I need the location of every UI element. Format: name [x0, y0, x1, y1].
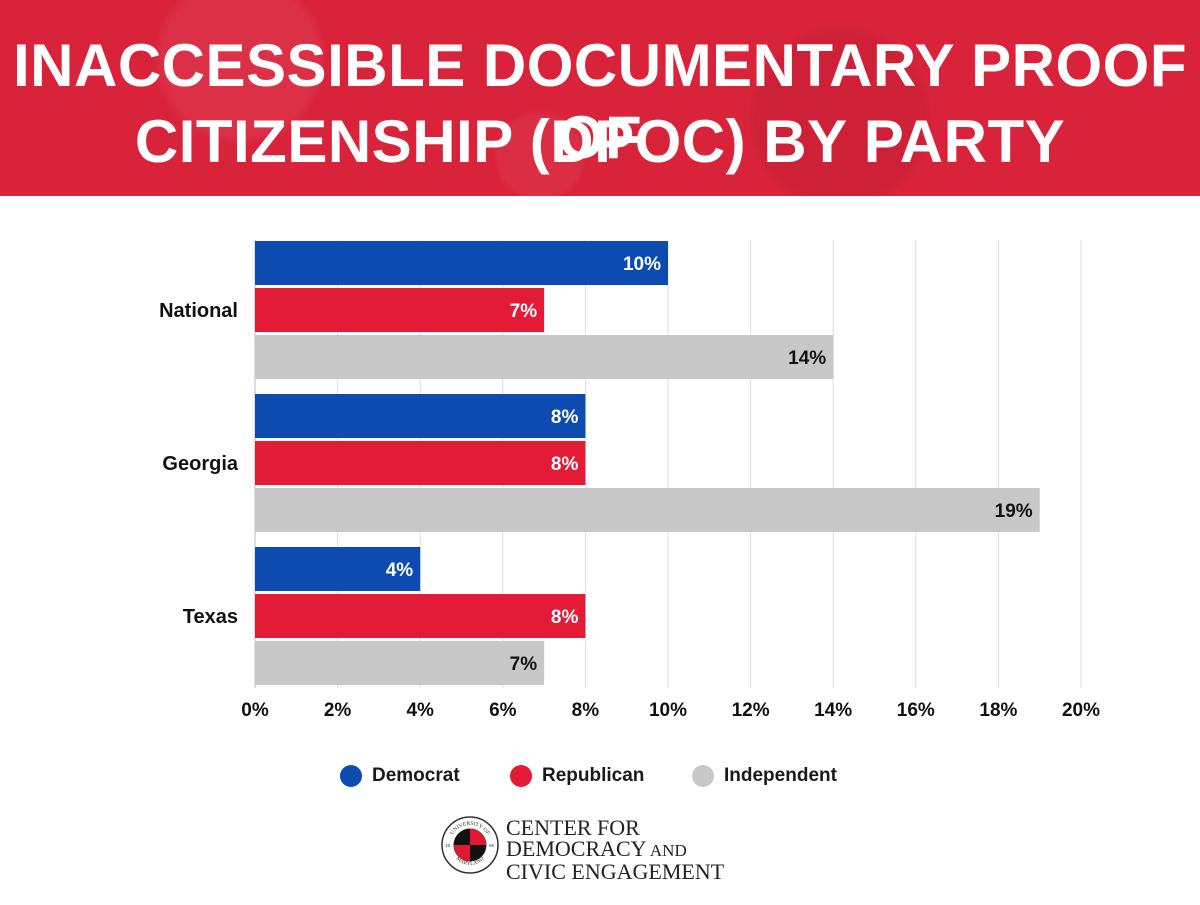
bar-democrat [255, 394, 586, 438]
x-tick-label: 14% [814, 700, 852, 721]
category-label: National [159, 300, 238, 322]
center-logo: UNIVERSITY OF MARYLAND 18 56 CENTER FOR … [440, 815, 770, 884]
data-label: 8% [551, 454, 579, 475]
bar-independent [255, 488, 1040, 532]
bar-independent [255, 335, 834, 379]
org-line-2b: AND [646, 841, 687, 860]
bar-independent [255, 641, 545, 685]
data-label: 7% [510, 301, 538, 322]
bar-chart: 0% 2% 4% 6% 8% 10% 12% 14% 16% 18% 20% 10% 7% 14% Nati… [159, 240, 1100, 721]
chart-title-line-1: INACCESSIBLE DOCUMENTARY PROOF OF [13, 32, 1187, 171]
data-label: 8% [551, 407, 579, 428]
x-tick-label: 0% [241, 700, 269, 721]
x-tick-label: 6% [489, 700, 517, 721]
category-label: Georgia [162, 453, 238, 475]
legend-label-republican: Republican [542, 765, 645, 786]
legend-item-republican: Republican [510, 762, 644, 790]
x-tick-label: 2% [324, 700, 352, 721]
seal-year-right: 56 [489, 843, 495, 848]
x-tick-label: 12% [732, 700, 770, 721]
data-label: 10% [623, 254, 661, 275]
bar-democrat [255, 547, 421, 591]
legend-item-independent: Independent [692, 762, 837, 790]
data-label: 14% [788, 348, 826, 369]
organization-name: CENTER FOR DEMOCRACY AND CIVIC ENGAGEMEN… [506, 815, 725, 884]
x-tick-label: 20% [1062, 700, 1100, 721]
org-line-3: CIVIC ENGAGEMENT [506, 859, 725, 884]
title-banner: INACCESSIBLE DOCUMENTARY PROOF OF CITIZE… [0, 0, 1200, 196]
data-label: 8% [551, 607, 579, 628]
chart-title-line-2: CITIZENSHIP (DPOC) BY PARTY [134, 108, 1066, 175]
data-label: 7% [510, 654, 538, 675]
bar-republican [255, 288, 545, 332]
bar-republican [255, 441, 586, 485]
svg-text:MARYLAND: MARYLAND [455, 856, 486, 867]
legend-label-independent: Independent [724, 765, 837, 786]
legend-swatch-independent [692, 765, 714, 787]
university-seal-icon: UNIVERSITY OF MARYLAND 18 56 [441, 816, 499, 874]
x-tick-label: 8% [572, 700, 600, 721]
seal-year-left: 18 [445, 843, 451, 848]
legend-item-democrat: Democrat [340, 762, 460, 790]
data-label: 19% [995, 501, 1033, 522]
legend-swatch-republican [510, 765, 532, 787]
org-line-2a: DEMOCRACY [506, 836, 647, 861]
bar-republican [255, 594, 586, 638]
x-tick-label: 16% [897, 700, 935, 721]
x-tick-label: 10% [649, 700, 687, 721]
bar-democrat [255, 241, 668, 285]
seal-bottom-text: MARYLAND [455, 856, 486, 867]
banner-texture [0, 0, 1200, 196]
x-tick-label: 18% [979, 700, 1017, 721]
data-label: 4% [386, 560, 414, 581]
org-line-1: CENTER FOR [506, 815, 640, 840]
legend-swatch-democrat [340, 765, 362, 787]
category-label: Texas [183, 606, 238, 628]
x-tick-label: 4% [406, 700, 434, 721]
legend-label-democrat: Democrat [372, 765, 460, 786]
